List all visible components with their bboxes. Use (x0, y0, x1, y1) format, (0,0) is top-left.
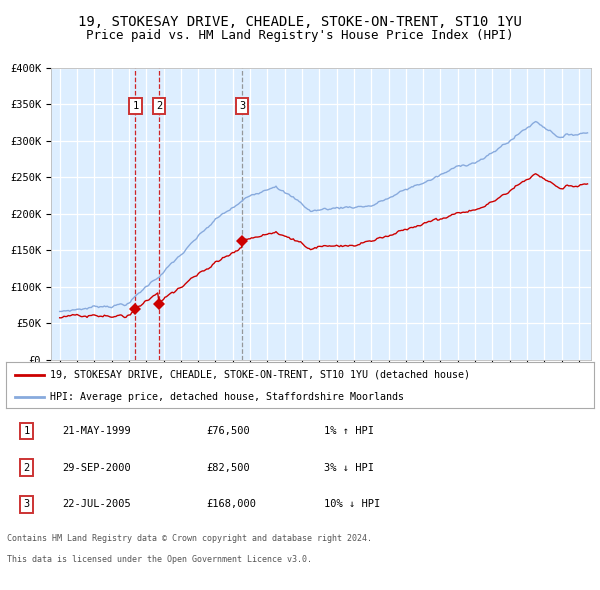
Text: 1: 1 (133, 101, 139, 112)
Text: 3% ↓ HPI: 3% ↓ HPI (323, 463, 374, 473)
Text: 10% ↓ HPI: 10% ↓ HPI (323, 499, 380, 509)
Text: 1: 1 (23, 426, 30, 436)
Text: £168,000: £168,000 (206, 499, 256, 509)
Text: 2: 2 (156, 101, 162, 112)
Text: 3: 3 (23, 499, 30, 509)
Text: £82,500: £82,500 (206, 463, 250, 473)
Text: HPI: Average price, detached house, Staffordshire Moorlands: HPI: Average price, detached house, Staf… (50, 392, 404, 402)
Text: £76,500: £76,500 (206, 426, 250, 436)
Text: 29-SEP-2000: 29-SEP-2000 (62, 463, 131, 473)
Text: 21-MAY-1999: 21-MAY-1999 (62, 426, 131, 436)
Text: 2: 2 (23, 463, 30, 473)
Text: 3: 3 (239, 101, 245, 112)
Text: 19, STOKESAY DRIVE, CHEADLE, STOKE-ON-TRENT, ST10 1YU: 19, STOKESAY DRIVE, CHEADLE, STOKE-ON-TR… (78, 15, 522, 29)
Text: 1% ↑ HPI: 1% ↑ HPI (323, 426, 374, 436)
Text: Price paid vs. HM Land Registry's House Price Index (HPI): Price paid vs. HM Land Registry's House … (86, 30, 514, 42)
Text: This data is licensed under the Open Government Licence v3.0.: This data is licensed under the Open Gov… (7, 555, 312, 563)
Text: 22-JUL-2005: 22-JUL-2005 (62, 499, 131, 509)
Text: 19, STOKESAY DRIVE, CHEADLE, STOKE-ON-TRENT, ST10 1YU (detached house): 19, STOKESAY DRIVE, CHEADLE, STOKE-ON-TR… (50, 370, 470, 380)
Text: Contains HM Land Registry data © Crown copyright and database right 2024.: Contains HM Land Registry data © Crown c… (7, 534, 372, 543)
